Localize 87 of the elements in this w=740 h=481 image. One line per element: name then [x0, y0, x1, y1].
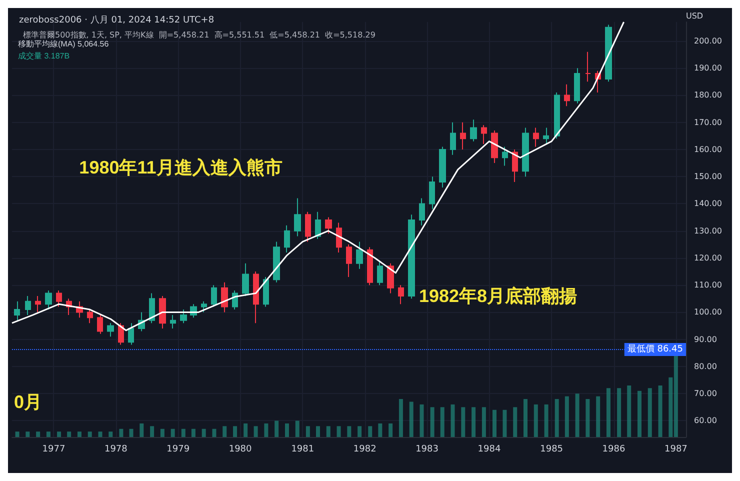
candlestick — [242, 262, 249, 296]
candlestick — [419, 198, 425, 226]
y-tick-label: 170.00 — [694, 118, 722, 127]
y-tick-label: 160.00 — [694, 144, 722, 154]
y-tick-label: 150.00 — [694, 172, 722, 182]
x-tick-label: 1978 — [104, 444, 128, 454]
candlestick — [408, 214, 415, 300]
candlestick — [128, 322, 134, 346]
candlestick — [87, 309, 93, 324]
candlestick — [356, 241, 363, 270]
candlestick — [554, 92, 560, 140]
x-tick-label: 1986 — [602, 444, 626, 454]
candlestick — [170, 314, 176, 330]
candlestick — [512, 148, 518, 183]
candlestick — [45, 290, 52, 310]
y-tick-label: 180.00 — [694, 90, 722, 100]
y-tick-label: 140.00 — [694, 199, 722, 208]
candlestick — [25, 295, 31, 316]
candlestick — [336, 222, 342, 254]
x-tick-label: 1987 — [664, 444, 688, 454]
candlestick — [429, 176, 435, 210]
candlestick — [14, 300, 20, 321]
candlestick — [97, 314, 103, 334]
x-tick-label: 1985 — [540, 444, 564, 454]
candlestick — [273, 241, 280, 283]
candlestick — [450, 122, 456, 156]
x-tick-label: 1979 — [166, 444, 190, 454]
y-tick-label: 190.00 — [694, 64, 722, 73]
candlestick — [377, 260, 383, 286]
x-tick-label: 1982 — [353, 444, 376, 454]
candlestick — [439, 146, 446, 188]
candlestick — [585, 51, 591, 82]
y-tick-label: 110.00 — [694, 280, 722, 290]
annotation: 1980年11月進入進入熊市 — [79, 157, 282, 178]
text: 標準普爾500指數, 1天, SP, 平均K線 開=5,458.21 高=5,551.51 低=5,458.21 收=5,518.29 — [23, 30, 376, 40]
candlestick — [35, 295, 41, 313]
y-tick-label: 60.00 — [694, 416, 717, 426]
chart-title: zeroboss2006 · 八月 01, 2024 14:52 UTC+8 — [19, 14, 214, 26]
candlestick — [211, 284, 217, 308]
x-tick-label: 1983 — [416, 444, 438, 454]
x-tick-label: 1977 — [42, 444, 66, 454]
candlestick — [346, 244, 352, 278]
candlestick — [315, 211, 321, 240]
candlestick — [543, 127, 549, 145]
annotation: 0月 — [14, 392, 42, 412]
candlestick — [118, 322, 124, 346]
candlestick — [294, 198, 301, 237]
x-tick-label: 1981 — [291, 444, 314, 454]
y-tick-label: 80.00 — [694, 362, 717, 371]
candlestick — [201, 300, 207, 313]
candlestick — [221, 282, 228, 313]
candlestick — [325, 216, 332, 234]
candlestick — [491, 130, 498, 164]
candlestick — [107, 322, 114, 338]
y-tick-label: 120.00 — [694, 253, 722, 262]
candlestick — [564, 84, 570, 107]
y-tick-label: 200.00 — [694, 36, 722, 46]
y-tick-label: 90.00 — [694, 334, 717, 344]
candlestick — [263, 276, 269, 308]
candlestick — [522, 127, 529, 178]
candlestick — [470, 119, 477, 142]
candlestick — [367, 246, 373, 286]
candlestick — [460, 122, 466, 150]
x-tick-label: 1984 — [478, 444, 501, 454]
candlestick — [159, 295, 166, 330]
candlestick — [387, 262, 394, 294]
candlestick — [533, 127, 539, 148]
candlestick — [284, 224, 290, 254]
annotation: 1982年8月底部翻揚 — [418, 286, 578, 306]
candlestick — [253, 271, 259, 324]
candlestick — [149, 292, 155, 324]
candlestick — [605, 24, 612, 82]
candlestick — [56, 290, 62, 308]
candlestick — [481, 124, 487, 145]
candlestick — [305, 211, 311, 242]
candlestick — [502, 146, 508, 166]
y-tick-label: 100.00 — [694, 308, 722, 317]
candlestick — [180, 309, 187, 324]
annotation: 移動平均線(MA) 5,064.56 — [18, 40, 110, 48]
y-axis-title: USD — [686, 12, 704, 20]
y-tick-label: 70.00 — [694, 389, 717, 398]
annotation: 成交量 3.187B — [18, 52, 70, 60]
candlestick — [398, 284, 404, 305]
y-tick-label: 130.00 — [694, 226, 722, 236]
x-tick-label: 1980 — [228, 444, 252, 454]
candlestick — [574, 68, 580, 104]
ref-line-label: 最低價 86.45 — [627, 343, 683, 354]
